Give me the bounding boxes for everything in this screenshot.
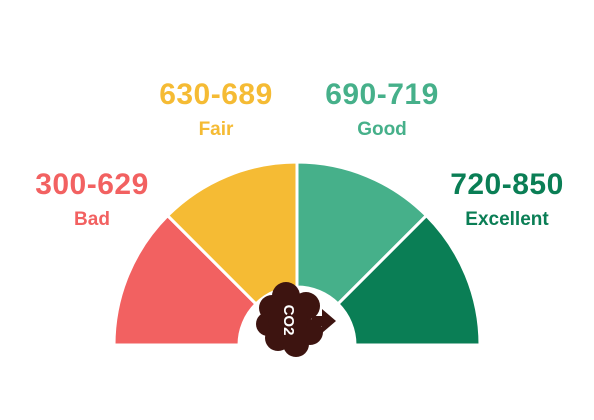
co2-label: CO2 (280, 305, 297, 336)
